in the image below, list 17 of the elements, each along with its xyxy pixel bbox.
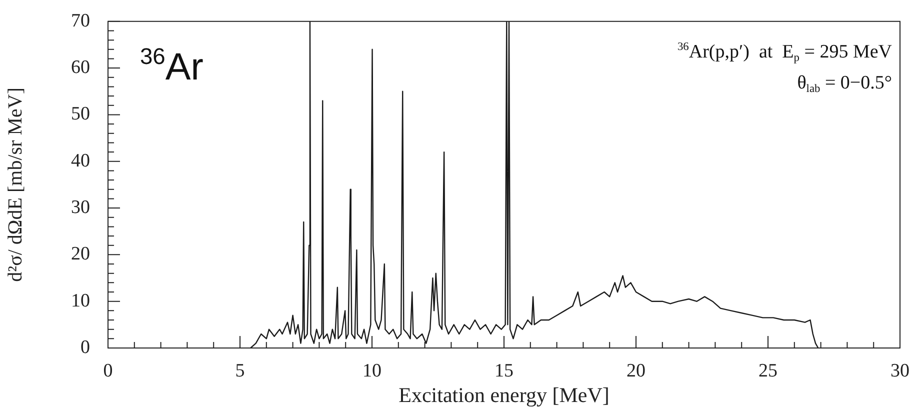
y-tick-label: 10 — [71, 290, 90, 312]
y-tick-label: 20 — [71, 244, 90, 265]
x-axis-title: Excitation energy [MeV] — [398, 382, 610, 407]
y-tick-label: 60 — [71, 57, 90, 78]
x-tick-label: 0 — [103, 360, 113, 382]
x-tick-label: 15 — [494, 360, 514, 382]
y-tick-label: 40 — [71, 150, 90, 172]
x-tick-label: 10 — [362, 360, 382, 382]
x-tick-label: 20 — [626, 360, 646, 382]
y-tick-label: 0 — [80, 336, 90, 358]
y-axis-title: d²σ/ dΩdE [mb/sr MeV] — [4, 87, 26, 282]
y-tick-label: 50 — [71, 104, 90, 125]
x-tick-label: 5 — [235, 360, 245, 382]
x-tick-label: 25 — [758, 360, 778, 382]
y-tick-label: 30 — [71, 197, 90, 218]
x-tick-label: 30 — [890, 360, 910, 382]
y-tick-label: 70 — [71, 10, 90, 32]
